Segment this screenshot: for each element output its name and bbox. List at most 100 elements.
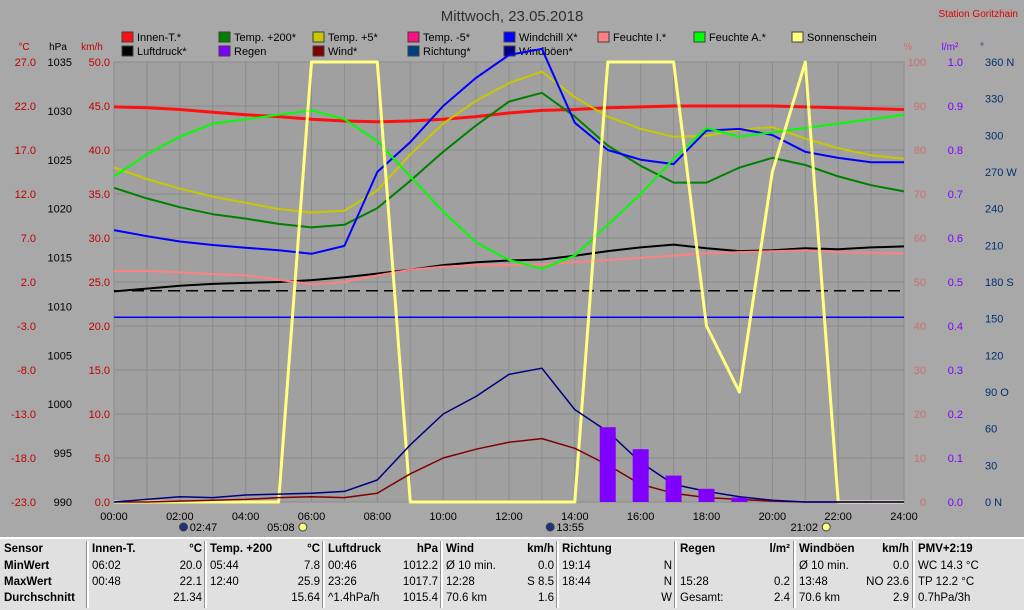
table-cell: 1017.7 <box>402 576 438 588</box>
axis-tick-label: 70 <box>914 189 926 201</box>
sun-event-label: 02:47 <box>190 522 218 534</box>
legend-label: Richtung* <box>423 46 471 58</box>
table-header-cell: km/h <box>882 543 909 555</box>
series-line <box>113 70 905 214</box>
axis-tick-label: 30 <box>914 365 926 377</box>
legend-swatch <box>693 31 706 43</box>
x-tick-label: 06:00 <box>298 511 326 523</box>
axis-tick-label: 80 <box>914 145 926 157</box>
legend-swatch <box>121 31 134 43</box>
moon-icon <box>545 522 555 532</box>
axis-tick-label: 0 N <box>985 497 1002 509</box>
table-cell: NO 23.6 <box>866 576 909 588</box>
table-divider <box>322 541 325 608</box>
axis-tick-label: 30 <box>985 460 997 472</box>
x-tick-label: 02:00 <box>166 511 194 523</box>
axis-tick-label: -3.0 <box>17 321 36 333</box>
axis-tick-label: 0.1 <box>948 453 963 465</box>
table-divider <box>793 541 796 608</box>
table-cell: ^1.4hPa/h <box>328 592 380 604</box>
axis-tick-label: 60 <box>985 424 997 436</box>
table-cell: Gesamt: <box>680 592 724 604</box>
axis-tick-label: 1015 <box>48 253 72 265</box>
axis-tick-label: 995 <box>54 448 72 460</box>
table-cell: 18:44 <box>562 576 591 588</box>
legend-swatch <box>218 31 231 43</box>
rain-bar <box>599 427 616 502</box>
table-cell: N <box>663 576 672 588</box>
table-cell: 1.6 <box>538 592 554 604</box>
axis-tick-label: 50.0 <box>89 57 110 69</box>
table-cell: 7.8 <box>304 560 320 572</box>
table-cell: 12:28 <box>446 576 475 588</box>
table-cell: 21.34 <box>173 592 202 604</box>
legend-label: Temp. +200* <box>234 32 297 44</box>
axis-tick-label: 0.0 <box>948 497 963 509</box>
moon-icon <box>179 522 189 532</box>
axis-tick-label: 40 <box>914 321 926 333</box>
axis-tick-label: 1025 <box>48 155 72 167</box>
legend-swatch <box>407 45 420 57</box>
axis-tick-label: 1.0 <box>948 57 963 69</box>
axis-tick-label: 45.0 <box>89 101 110 113</box>
axis-tick-label: 10 <box>914 453 926 465</box>
table-cell: 2.9 <box>893 592 909 604</box>
table-section-richtung: Richtung 19:14 N 18:44 N W <box>562 539 672 610</box>
axis-tick-label: 0.5 <box>948 277 963 289</box>
legend-swatch <box>503 31 516 43</box>
axis-tick-label: 60 <box>914 233 926 245</box>
table-section-regen: Regen l/m² 15:28 0.2 Gesamt: 2.4 <box>680 539 790 610</box>
table-cell: Ø 10 min. <box>446 560 496 572</box>
chart-axes: °C 27.0 22.0 17.0 12.0 7.0 2.0 -3.0 -8.0 -13.0 -18… <box>11 42 1017 523</box>
axis-tick-label: 50 <box>914 277 926 289</box>
table-cell: 06:02 <box>92 560 121 572</box>
table-cell: S 8.5 <box>527 576 554 588</box>
table-cell: 2.4 <box>774 592 790 604</box>
axis-tick-label: 10.0 <box>89 409 110 421</box>
axis-unit-label: l/m² <box>942 42 959 53</box>
axis-tick-label: 1020 <box>48 204 72 216</box>
axis-tick-label: 25.0 <box>89 277 110 289</box>
axis-unit-label: % <box>904 42 913 53</box>
table-cell: MaxWert <box>4 576 52 588</box>
x-tick-label: 04:00 <box>232 511 260 523</box>
stats-table: Sensor MinWert MaxWert Durchschnitt Innen-T.… <box>0 537 1024 610</box>
axis-tick-label: 27.0 <box>15 57 36 69</box>
axis-tick-label: 360 N <box>985 57 1014 69</box>
table-divider <box>86 541 89 608</box>
x-tick-label: 00:00 <box>100 511 128 523</box>
legend-swatch <box>312 45 325 57</box>
table-divider <box>674 541 677 608</box>
x-tick-label: 18:00 <box>693 511 721 523</box>
table-cell: 1012.2 <box>402 560 438 572</box>
axis-tick-label: 100 <box>908 57 926 69</box>
table-cell: 70.6 km <box>799 592 840 604</box>
table-section-sensor: Sensor MinWert MaxWert Durchschnitt <box>4 539 88 610</box>
legend-label: Feuchte I.* <box>613 32 667 44</box>
table-cell: Durchschnitt <box>4 592 75 604</box>
axis-unit-label: ° <box>980 42 984 53</box>
table-section-innen: Innen-T. °C 06:02 20.0 00:48 22.1 21.34 <box>92 539 202 610</box>
table-cell: 00:46 <box>328 560 357 572</box>
axis-tick-label: 0.8 <box>948 145 963 157</box>
axis-tick-label: 210 <box>985 240 1003 252</box>
axis-tick-label: 0.4 <box>948 321 963 333</box>
axis-unit-label: km/h <box>81 42 103 53</box>
station-name: Station Goritzhain <box>939 9 1019 20</box>
x-tick-label: 16:00 <box>627 511 655 523</box>
x-tick-label: 22:00 <box>824 511 852 523</box>
table-cell: 19:14 <box>562 560 591 572</box>
table-divider <box>204 541 207 608</box>
table-header-cell: Innen-T. <box>92 543 136 555</box>
legend-label: Sonnenschein <box>807 32 877 44</box>
table-header-cell: Temp. +200 <box>210 543 273 555</box>
rain-bar <box>665 475 682 502</box>
table-cell: WC 14.3 °C <box>918 560 979 572</box>
axis-tick-label: -13.0 <box>11 409 36 421</box>
axis-tick-label: 7.0 <box>21 233 36 245</box>
axis-tick-label: 90 O <box>985 387 1009 399</box>
table-cell: N <box>663 560 672 572</box>
axis-tick-label: 0.7 <box>948 189 963 201</box>
axis-tick-label: 0.2 <box>948 409 963 421</box>
series-line <box>113 91 905 229</box>
